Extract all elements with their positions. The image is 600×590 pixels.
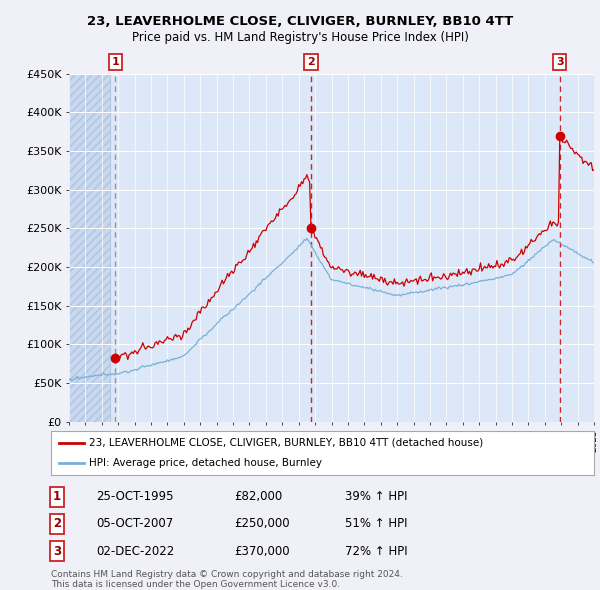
Text: 1: 1 [53,490,61,503]
Polygon shape [69,74,110,422]
Text: 3: 3 [556,57,563,67]
Text: 2: 2 [307,57,315,67]
Text: 25-OCT-1995: 25-OCT-1995 [96,490,173,503]
Text: 23, LEAVERHOLME CLOSE, CLIVIGER, BURNLEY, BB10 4TT (detached house): 23, LEAVERHOLME CLOSE, CLIVIGER, BURNLEY… [89,438,483,448]
Text: 2: 2 [53,517,61,530]
Text: This data is licensed under the Open Government Licence v3.0.: This data is licensed under the Open Gov… [51,579,340,589]
Text: 3: 3 [53,545,61,558]
Text: Contains HM Land Registry data © Crown copyright and database right 2024.: Contains HM Land Registry data © Crown c… [51,569,403,579]
Text: Price paid vs. HM Land Registry's House Price Index (HPI): Price paid vs. HM Land Registry's House … [131,31,469,44]
Text: 23, LEAVERHOLME CLOSE, CLIVIGER, BURNLEY, BB10 4TT: 23, LEAVERHOLME CLOSE, CLIVIGER, BURNLEY… [87,15,513,28]
Text: 72% ↑ HPI: 72% ↑ HPI [345,545,407,558]
Text: £82,000: £82,000 [234,490,282,503]
Text: 05-OCT-2007: 05-OCT-2007 [96,517,173,530]
Text: 51% ↑ HPI: 51% ↑ HPI [345,517,407,530]
Text: £370,000: £370,000 [234,545,290,558]
Text: 1: 1 [111,57,119,67]
Text: 39% ↑ HPI: 39% ↑ HPI [345,490,407,503]
Text: 02-DEC-2022: 02-DEC-2022 [96,545,174,558]
Text: £250,000: £250,000 [234,517,290,530]
Text: HPI: Average price, detached house, Burnley: HPI: Average price, detached house, Burn… [89,458,322,468]
